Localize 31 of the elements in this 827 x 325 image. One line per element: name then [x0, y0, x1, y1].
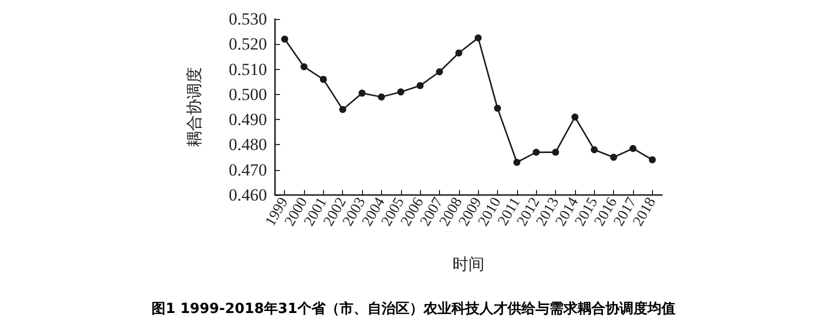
- point: [300, 63, 308, 70]
- point: [552, 148, 560, 156]
- point: [358, 90, 366, 97]
- point: [436, 68, 443, 76]
- point: [610, 154, 618, 161]
- y-tick-label: 0.470: [228, 160, 267, 180]
- y-tick-label: 0.500: [228, 84, 267, 104]
- point: [339, 106, 346, 114]
- point: [455, 49, 462, 56]
- y-axis-title: 耦合协调度: [186, 67, 204, 147]
- point: [378, 93, 385, 100]
- point: [416, 82, 424, 90]
- point: [397, 88, 404, 96]
- point: [571, 114, 578, 121]
- point: [474, 34, 482, 42]
- point: [281, 36, 288, 43]
- text: 图1 1999-2018年31个省（市、自治区）农业科技人才供给与需求耦合协调度均值: [152, 300, 676, 317]
- point: [532, 148, 540, 156]
- point: [320, 76, 327, 83]
- point: [629, 144, 636, 152]
- x-axis-title: 时间: [452, 256, 484, 274]
- y-tick-label: 0.490: [228, 110, 267, 130]
- point: [494, 104, 502, 112]
- y-tick-label: 0.480: [228, 135, 267, 154]
- point: [590, 146, 598, 154]
- y-tick-label: 0.460: [228, 186, 267, 204]
- point: [648, 156, 656, 164]
- y-tick-label: 0.520: [228, 34, 267, 54]
- y-tick-label: 0.530: [228, 10, 267, 28]
- y-tick-label: 0.510: [228, 60, 267, 79]
- point: [513, 158, 520, 166]
